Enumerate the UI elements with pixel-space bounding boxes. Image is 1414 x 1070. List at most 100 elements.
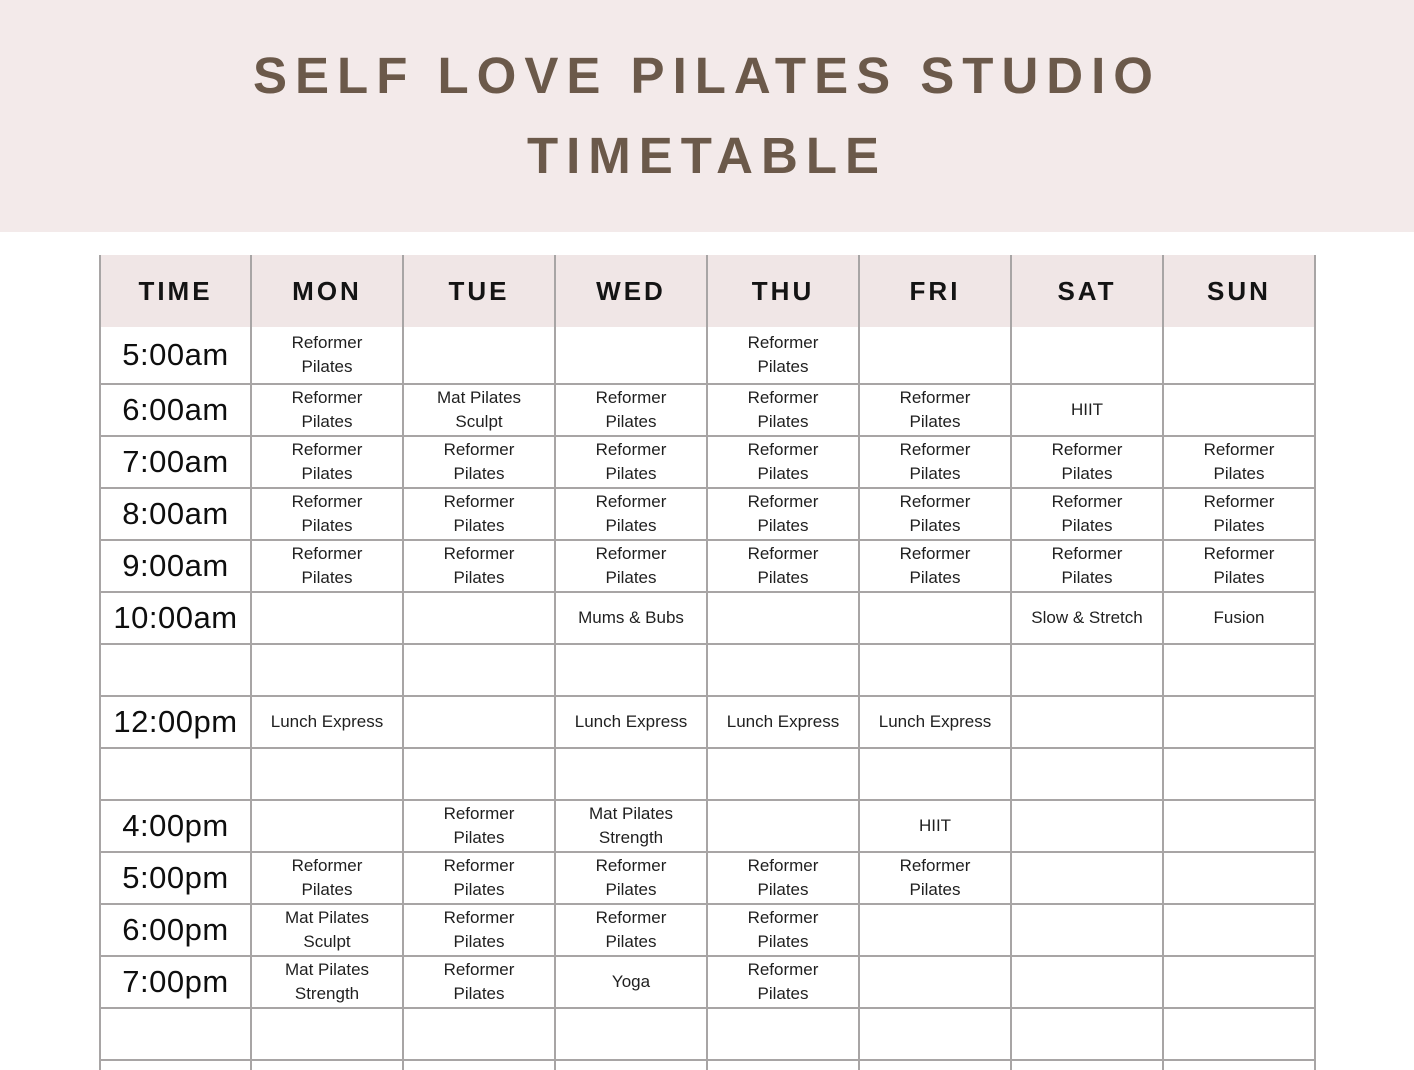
table-row: 9:00am Reformer Pilates Reformer Pilates Re… (99, 539, 1316, 593)
column-header-mon: MON (250, 255, 404, 327)
class-cell: Lunch Express (554, 695, 708, 749)
class-cell (1162, 799, 1316, 853)
header-row: TIME MON TUE WED THU FRI SAT SUN (99, 255, 1316, 327)
title-banner: SELF LOVE PILATES STUDIO TIMETABLE (0, 0, 1414, 232)
class-cell: Reformer Pilates (250, 383, 404, 437)
table-row: 12:00pm Lunch Express Lunch Express Lunch E… (99, 695, 1316, 749)
time-cell: 4:00pm (99, 799, 252, 853)
time-cell: 6:00am (99, 383, 252, 437)
class-cell (858, 327, 1012, 385)
time-cell: 5:00am (99, 327, 252, 385)
table-row (99, 1059, 1316, 1070)
class-cell (1010, 799, 1164, 853)
class-cell (1010, 1059, 1164, 1070)
class-cell: Slow & Stretch (1010, 591, 1164, 645)
class-cell: Lunch Express (250, 695, 404, 749)
class-cell (402, 327, 556, 385)
class-cell: Reformer Pilates (554, 383, 708, 437)
time-cell: 5:00pm (99, 851, 252, 905)
class-cell (1010, 1007, 1164, 1061)
time-cell: 7:00am (99, 435, 252, 489)
class-cell (1162, 747, 1316, 801)
class-cell: Reformer Pilates (1162, 487, 1316, 541)
table-row: 5:00am Reformer Pilates Reformer Pilates (99, 327, 1316, 385)
class-cell (1010, 643, 1164, 697)
class-cell: Reformer Pilates (858, 851, 1012, 905)
class-cell (1162, 955, 1316, 1009)
class-cell (250, 747, 404, 801)
class-cell (1010, 903, 1164, 957)
table-row: 6:00am Reformer Pilates Mat Pilates Sculpt… (99, 383, 1316, 437)
class-cell: HIIT (1010, 383, 1164, 437)
class-cell (1162, 1059, 1316, 1070)
class-cell (402, 643, 556, 697)
class-cell: Reformer Pilates (706, 539, 860, 593)
class-cell: Reformer Pilates (858, 487, 1012, 541)
class-cell: Reformer Pilates (402, 955, 556, 1009)
class-cell (1010, 747, 1164, 801)
class-cell (1010, 955, 1164, 1009)
class-cell: Reformer Pilates (402, 903, 556, 957)
class-cell: Reformer Pilates (554, 851, 708, 905)
class-cell: Mat Pilates Strength (554, 799, 708, 853)
class-cell (402, 1007, 556, 1061)
class-cell (858, 903, 1012, 957)
class-cell (1010, 327, 1164, 385)
table-row (99, 643, 1316, 697)
class-cell: Reformer Pilates (706, 851, 860, 905)
class-cell (858, 643, 1012, 697)
class-cell: Reformer Pilates (706, 435, 860, 489)
class-cell: HIIT (858, 799, 1012, 853)
time-cell: 12:00pm (99, 695, 252, 749)
timetable-container: TIME MON TUE WED THU FRI SAT SUN 5:00am Reformer… (99, 255, 1316, 1070)
class-cell (706, 1007, 860, 1061)
time-cell: 7:00pm (99, 955, 252, 1009)
class-cell: Reformer Pilates (402, 799, 556, 853)
table-row (99, 747, 1316, 801)
class-cell (858, 591, 1012, 645)
table-row: 7:00am Reformer Pilates Reformer Pilates Re… (99, 435, 1316, 489)
table-row: 10:00am Mums & Bubs Slow & Stretch Fusion (99, 591, 1316, 645)
class-cell (1162, 327, 1316, 385)
class-cell: Reformer Pilates (250, 487, 404, 541)
class-cell: Reformer Pilates (706, 955, 860, 1009)
class-cell: Reformer Pilates (706, 903, 860, 957)
column-header-sun: SUN (1162, 255, 1316, 327)
class-cell: Reformer Pilates (250, 851, 404, 905)
timetable-header: TIME MON TUE WED THU FRI SAT SUN (99, 255, 1316, 327)
class-cell: Reformer Pilates (1010, 539, 1164, 593)
class-cell (402, 747, 556, 801)
column-header-time: TIME (99, 255, 252, 327)
class-cell (554, 747, 708, 801)
column-header-fri: FRI (858, 255, 1012, 327)
class-cell (1162, 383, 1316, 437)
class-cell: Reformer Pilates (250, 327, 404, 385)
class-cell: Reformer Pilates (250, 539, 404, 593)
class-cell (1010, 695, 1164, 749)
column-header-wed: WED (554, 255, 708, 327)
class-cell: Mums & Bubs (554, 591, 708, 645)
class-cell (706, 799, 860, 853)
class-cell (250, 1007, 404, 1061)
class-cell: Yoga (554, 955, 708, 1009)
column-header-tue: TUE (402, 255, 556, 327)
class-cell (250, 1059, 404, 1070)
timetable: TIME MON TUE WED THU FRI SAT SUN 5:00am Reformer… (99, 255, 1316, 1070)
table-row: 8:00am Reformer Pilates Reformer Pilates Re… (99, 487, 1316, 541)
time-cell: 9:00am (99, 539, 252, 593)
class-cell (706, 591, 860, 645)
column-header-sat: SAT (1010, 255, 1164, 327)
class-cell (1162, 643, 1316, 697)
class-cell (858, 747, 1012, 801)
studio-title: SELF LOVE PILATES STUDIO (253, 47, 1161, 104)
class-cell (554, 1007, 708, 1061)
class-cell (706, 1059, 860, 1070)
class-cell: Reformer Pilates (402, 435, 556, 489)
time-cell (99, 1007, 252, 1061)
class-cell: Reformer Pilates (1010, 435, 1164, 489)
class-cell: Reformer Pilates (250, 435, 404, 489)
class-cell: Lunch Express (858, 695, 1012, 749)
table-row: 6:00pm Mat Pilates Sculpt Reformer Pilates… (99, 903, 1316, 957)
class-cell (858, 955, 1012, 1009)
column-header-thu: THU (706, 255, 860, 327)
